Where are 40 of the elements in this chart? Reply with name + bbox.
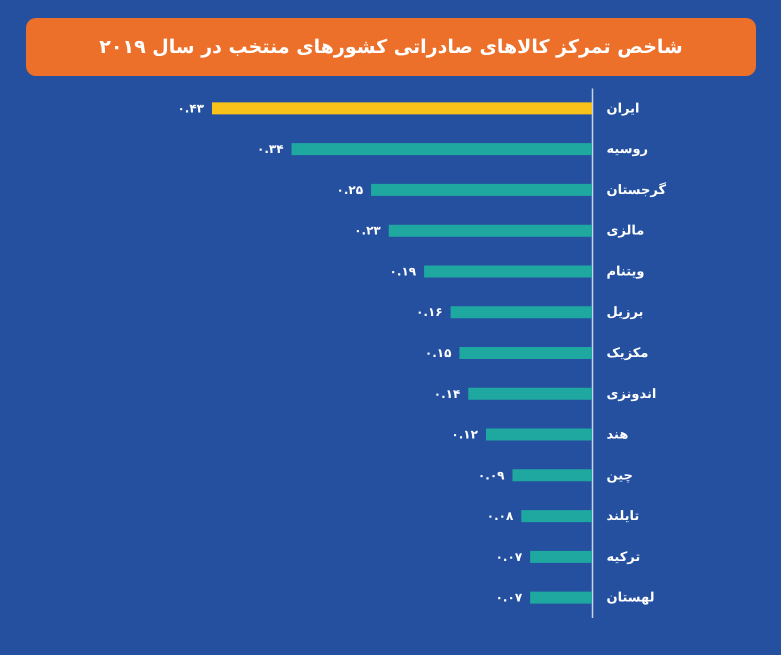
y-tick-label: مکزیک	[606, 346, 648, 361]
data-label: ۰.۴۳	[177, 101, 205, 116]
data-label: ۰.۱۲	[451, 428, 479, 442]
y-tick-label: چین	[606, 468, 633, 484]
y-tick-label: اندونزی	[606, 386, 656, 402]
data-label: ۰.۰۹	[478, 468, 506, 482]
bar	[371, 184, 592, 196]
y-tick-label: روسیه	[606, 142, 648, 158]
y-tick-label: برزیل	[606, 305, 644, 320]
data-label: ۰.۳۴	[257, 142, 284, 156]
data-label: ۰.۱۶	[416, 305, 443, 320]
bar	[521, 510, 592, 522]
bar	[468, 388, 592, 400]
y-tick-label: تایلند	[606, 509, 640, 524]
bar	[450, 306, 592, 318]
bar	[530, 592, 592, 604]
data-label: ۰.۰۸	[486, 509, 514, 524]
bar	[486, 428, 592, 441]
bar	[512, 469, 592, 482]
y-tick-label: گرجستان	[606, 182, 666, 198]
y-tick-label: ترکیه	[606, 550, 640, 565]
bar	[530, 550, 592, 563]
data-label: ۰.۱۵	[424, 346, 452, 360]
chart-title: شاخص تمرکز کالاهای صادراتی کشورهای منتخب در سال ۲۰۱۹	[26, 18, 756, 76]
data-label: ۰.۰۷	[496, 550, 523, 564]
bar	[424, 265, 592, 278]
data-label: ۰.۱۴	[434, 386, 460, 401]
data-label: ۰.۲۳	[354, 224, 382, 238]
y-tick-label: هند	[606, 428, 628, 443]
data-label: ۰.۲۵	[336, 182, 364, 197]
bar	[459, 347, 592, 359]
data-label: ۰.۰۷	[496, 590, 523, 605]
bar	[388, 224, 592, 237]
y-tick-label: ویتنام	[606, 264, 644, 280]
bar	[292, 143, 592, 156]
data-label: ۰.۱۹	[390, 264, 417, 278]
bar	[212, 102, 592, 114]
y-tick-label: لهستان	[606, 590, 654, 606]
y-tick-label: مالزی	[606, 224, 644, 239]
y-tick-label: ایران	[606, 101, 640, 116]
